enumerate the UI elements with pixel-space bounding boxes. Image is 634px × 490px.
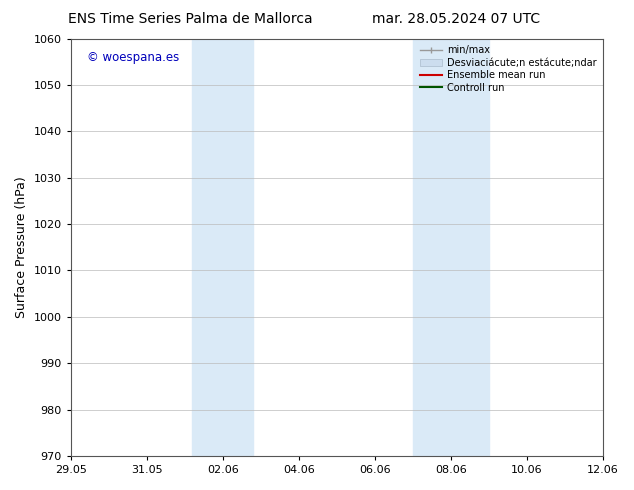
Legend: min/max, Desviaciácute;n estácute;ndar, Ensemble mean run, Controll run: min/max, Desviaciácute;n estácute;ndar, … <box>418 44 598 95</box>
Bar <box>413 39 489 456</box>
Text: © woespana.es: © woespana.es <box>87 51 179 64</box>
Y-axis label: Surface Pressure (hPa): Surface Pressure (hPa) <box>15 176 28 318</box>
Text: mar. 28.05.2024 07 UTC: mar. 28.05.2024 07 UTC <box>372 12 541 26</box>
Bar <box>192 39 253 456</box>
Text: ENS Time Series Palma de Mallorca: ENS Time Series Palma de Mallorca <box>68 12 313 26</box>
